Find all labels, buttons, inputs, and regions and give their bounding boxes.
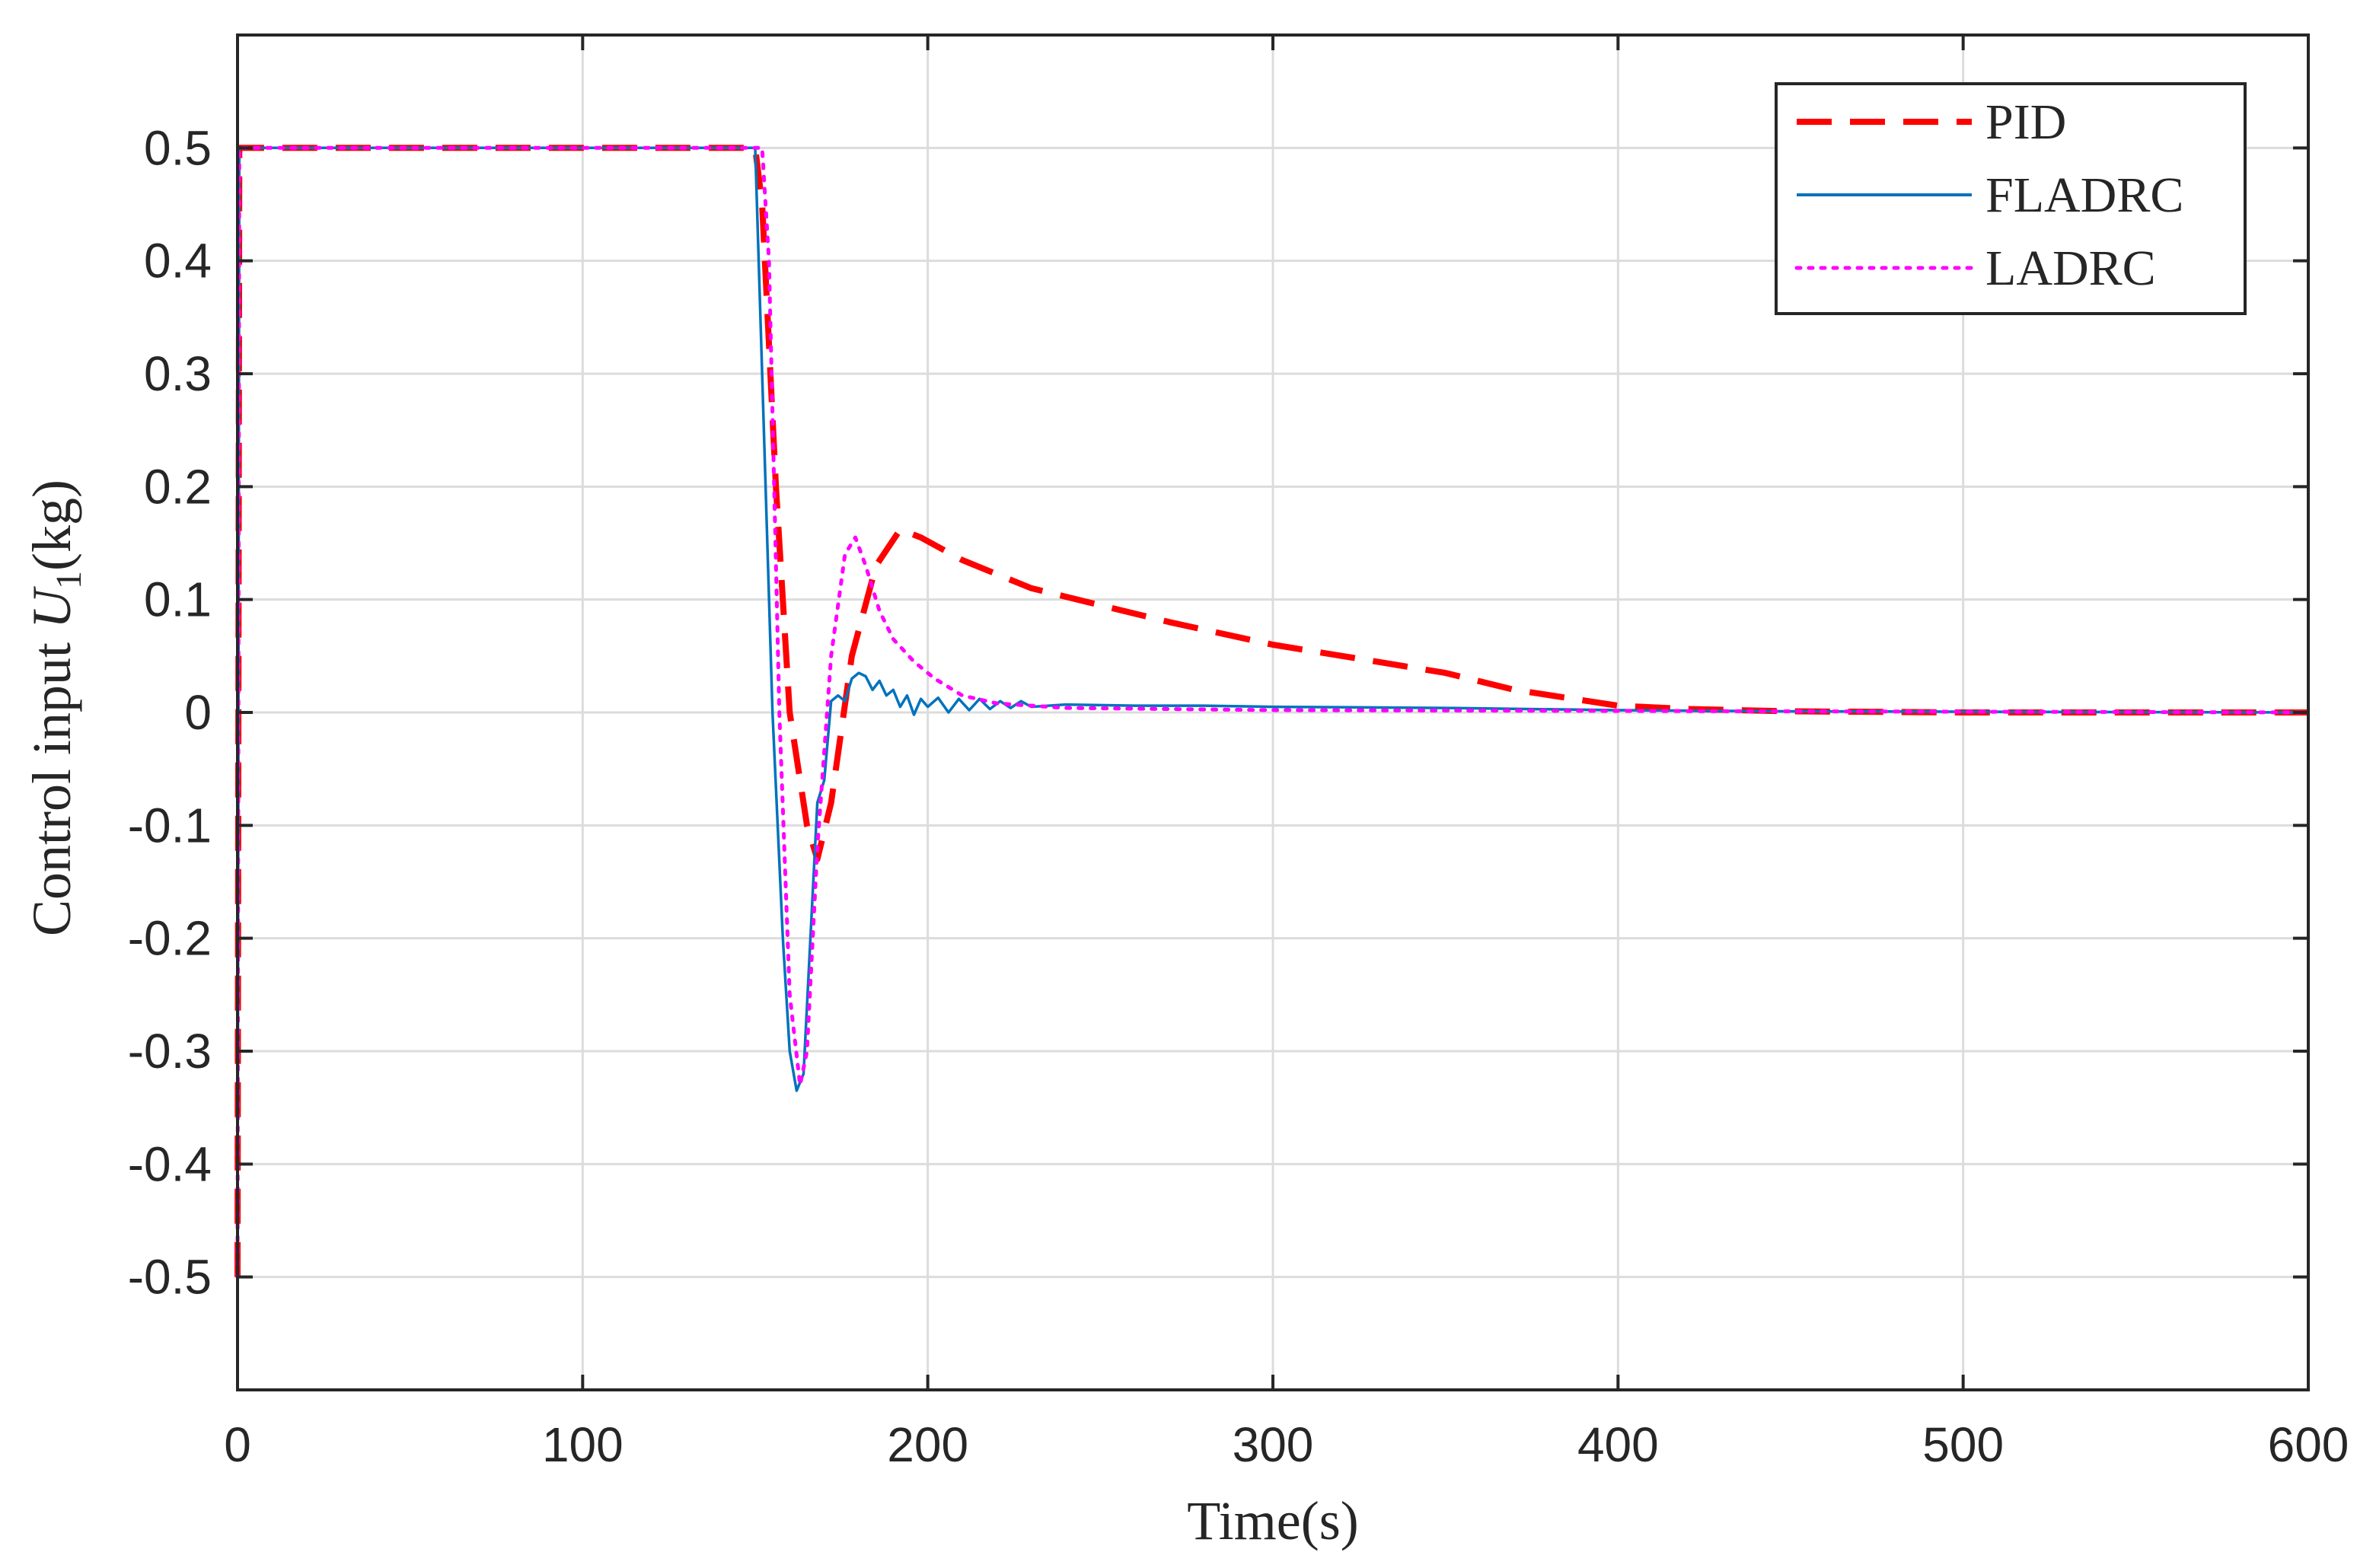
y-tick-label: 0.4 <box>144 234 212 288</box>
x-tick-label: 400 <box>1577 1417 1659 1472</box>
legend-ladrc-label: LADRC <box>1985 241 2156 296</box>
y-tick-label: 0 <box>184 685 212 740</box>
series-ladrc-line <box>235 145 2311 1280</box>
x-tick-label: 500 <box>1922 1417 2004 1472</box>
x-tick-label: 100 <box>542 1417 624 1472</box>
legend-pid-label: PID <box>1985 94 2066 150</box>
axes-box <box>236 33 2310 1391</box>
x-tick-label: 200 <box>887 1417 968 1472</box>
y-tick-label: -0.2 <box>128 911 212 966</box>
tick-labels: 0 100 200 300 400 500 600 0.5 0.4 0.3 0.2 0.1 0 -0.1 -… <box>128 120 2349 1472</box>
legend: PID FLADRC LADRC <box>1775 82 2247 315</box>
x-tick-label: 600 <box>2268 1417 2349 1472</box>
y-tick-label: -0.1 <box>128 798 212 853</box>
x-tick-label: 300 <box>1233 1417 1314 1472</box>
series-layer <box>234 145 2311 1280</box>
legend-fladrc-label: FLADRC <box>1985 167 2183 223</box>
y-tick-label: 0.5 <box>144 120 212 175</box>
x-tick-label: 0 <box>224 1417 251 1472</box>
y-tick-label: -0.4 <box>128 1136 212 1191</box>
y-tick-label: 0.1 <box>144 572 212 627</box>
y-axis-title: Control input U1(kg) <box>21 480 89 936</box>
axes-layer <box>236 33 2310 1391</box>
y-tick-label: -0.3 <box>128 1024 212 1079</box>
series-pid-line <box>234 145 2308 1277</box>
x-axis-title: Time(s) <box>1187 1490 1358 1551</box>
y-tick-label: 0.2 <box>144 459 212 514</box>
y-tick-label: -0.5 <box>128 1250 212 1305</box>
y-tick-label: 0.3 <box>144 346 212 401</box>
